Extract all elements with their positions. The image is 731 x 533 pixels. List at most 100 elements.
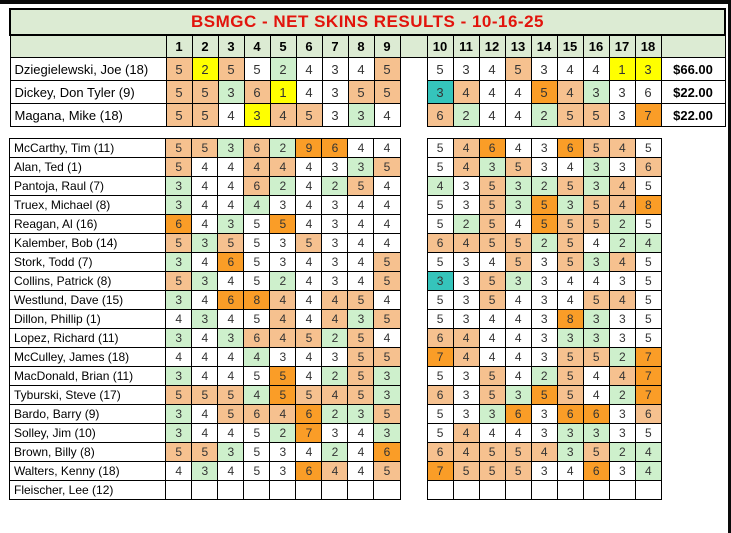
score-cell: 3 bbox=[321, 347, 349, 367]
score-cell: 3 bbox=[608, 271, 636, 291]
score-cell bbox=[217, 480, 245, 500]
score-cell: 6 bbox=[582, 461, 610, 481]
score-cell: 4 bbox=[243, 385, 271, 405]
score-cell: 6 bbox=[556, 404, 584, 424]
score-cell: 6 bbox=[478, 138, 506, 158]
score-cell: 4 bbox=[504, 80, 532, 104]
player-name: Dillon, Phillip (1) bbox=[8, 309, 167, 329]
score-cell: 5 bbox=[556, 103, 584, 127]
score-cell: 4 bbox=[243, 347, 271, 367]
score-cell: 5 bbox=[556, 385, 584, 405]
hole-number: 2 bbox=[191, 34, 219, 58]
score-cell: 5 bbox=[452, 461, 480, 481]
score-cell: 2 bbox=[269, 138, 297, 158]
score-cell: 4 bbox=[504, 138, 532, 158]
score-cell: 5 bbox=[295, 233, 323, 253]
score-cell: 3 bbox=[269, 252, 297, 272]
score-cell: 4 bbox=[530, 442, 558, 462]
score-cell: 2 bbox=[269, 271, 297, 291]
score-cell: 4 bbox=[217, 366, 245, 386]
score-cell: 5 bbox=[347, 328, 375, 348]
score-cell: 3 bbox=[452, 176, 480, 196]
score-cell: 4 bbox=[452, 442, 480, 462]
score-cell: 5 bbox=[426, 157, 454, 177]
score-cell: 4 bbox=[217, 347, 245, 367]
player-name: Fleischer, Lee (12) bbox=[8, 480, 167, 500]
score-cell: 5 bbox=[373, 252, 401, 272]
score-cell: 3 bbox=[321, 57, 349, 81]
score-cell: 5 bbox=[217, 57, 245, 81]
score-cell bbox=[269, 480, 297, 500]
player-row: Dillon, Phillip (1) 4 3 4 5 4 4 4 3 5 5 3 4 4 3 8 3 3 5 bbox=[8, 309, 663, 329]
score-cell: 6 bbox=[243, 176, 271, 196]
score-cell: 5 bbox=[582, 347, 610, 367]
score-cell: 4 bbox=[347, 461, 375, 481]
column-gap bbox=[400, 57, 427, 81]
score-cell: 5 bbox=[582, 442, 610, 462]
score-cell: 5 bbox=[504, 442, 532, 462]
score-cell: 3 bbox=[321, 195, 349, 215]
score-cell: 3 bbox=[426, 80, 454, 104]
player-row: Truex, Michael (8) 3 4 4 4 3 4 3 4 4 5 3 5 3 5 3 5 4 8 bbox=[8, 195, 663, 215]
score-cell: 3 bbox=[530, 423, 558, 443]
score-cell: 3 bbox=[321, 103, 349, 127]
page-title: BSMGC - NET SKINS RESULTS - 10-16-25 bbox=[9, 8, 726, 36]
score-cell: 3 bbox=[530, 157, 558, 177]
score-cell: 5 bbox=[426, 404, 454, 424]
score-cell: 4 bbox=[321, 290, 349, 310]
score-cell: 3 bbox=[217, 138, 245, 158]
score-cell: 3 bbox=[582, 80, 610, 104]
player-name: Collins, Patrick (8) bbox=[8, 271, 167, 291]
score-cell: 2 bbox=[608, 385, 636, 405]
score-cell: 3 bbox=[373, 366, 401, 386]
score-cell: 5 bbox=[634, 252, 663, 272]
score-cell: 3 bbox=[191, 271, 219, 291]
score-cell: 6 bbox=[634, 80, 662, 104]
score-cell: 4 bbox=[191, 195, 219, 215]
score-cell: 5 bbox=[165, 138, 193, 158]
player-name: Bardo, Barry (9) bbox=[8, 404, 167, 424]
column-gap bbox=[400, 103, 427, 127]
score-cell: 5 bbox=[426, 214, 454, 234]
score-cell: 3 bbox=[504, 385, 532, 405]
score-cell: 6 bbox=[165, 214, 193, 234]
score-cell: 4 bbox=[452, 423, 480, 443]
score-cell: 4 bbox=[295, 176, 323, 196]
score-cell: 5 bbox=[373, 271, 401, 291]
score-cell: 5 bbox=[634, 290, 663, 310]
score-cell: 3 bbox=[608, 404, 636, 424]
score-cell: 5 bbox=[556, 347, 584, 367]
score-cell: 7 bbox=[634, 347, 663, 367]
score-cell: 4 bbox=[321, 461, 349, 481]
player-name: Alan, Ted (1) bbox=[8, 157, 167, 177]
player-row: Westlund, Dave (15) 3 4 6 8 4 4 4 5 4 5 3 5 4 3 4 5 4 5 bbox=[8, 290, 663, 310]
score-cell: 5 bbox=[504, 157, 532, 177]
score-cell: 4 bbox=[556, 290, 584, 310]
score-cell: 4 bbox=[191, 252, 219, 272]
score-cell: 5 bbox=[191, 80, 219, 104]
score-cell: 3 bbox=[608, 309, 636, 329]
score-cell: 5 bbox=[634, 328, 663, 348]
score-cell: 5 bbox=[243, 252, 271, 272]
score-cell: 3 bbox=[556, 328, 584, 348]
score-cell: 2 bbox=[530, 233, 558, 253]
score-cell: 4 bbox=[504, 347, 532, 367]
score-cell: 5 bbox=[478, 366, 506, 386]
score-cell: 4 bbox=[634, 233, 663, 253]
score-cell: 4 bbox=[426, 176, 454, 196]
score-cell: 4 bbox=[556, 461, 584, 481]
score-cell: 2 bbox=[321, 366, 349, 386]
score-cell: 4 bbox=[295, 214, 323, 234]
score-cell: 5 bbox=[347, 366, 375, 386]
score-cell: 3 bbox=[321, 157, 349, 177]
score-cell: 4 bbox=[191, 347, 219, 367]
score-cell: 5 bbox=[191, 385, 219, 405]
score-cell: 5 bbox=[243, 233, 271, 253]
score-cell: 3 bbox=[269, 461, 297, 481]
player-name: Tyburski, Steve (17) bbox=[8, 385, 167, 405]
score-cell: 4 bbox=[373, 233, 401, 253]
column-gap bbox=[400, 442, 428, 462]
score-cell bbox=[530, 480, 558, 500]
player-row: Tyburski, Steve (17) 5 5 5 4 5 5 4 5 3 6 3 5 3 5 5 4 2 7 bbox=[8, 385, 663, 405]
score-cell: 3 bbox=[165, 404, 193, 424]
